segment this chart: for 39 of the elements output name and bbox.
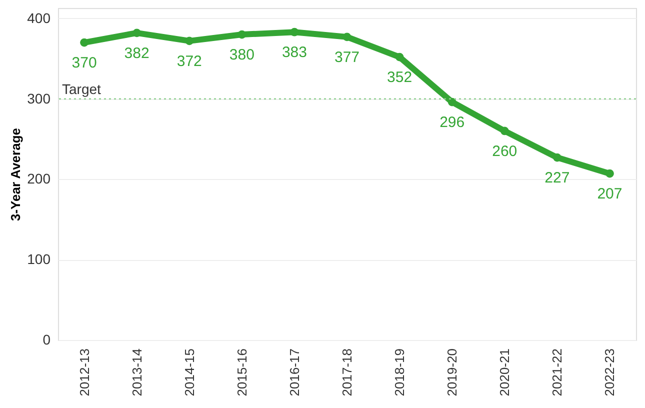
- x-tick-label: 2013-14: [129, 348, 144, 396]
- point: [238, 30, 246, 39]
- data-label: 370: [72, 54, 97, 72]
- x-tick-label: 2012-13: [76, 348, 92, 396]
- data-label: 380: [229, 46, 254, 64]
- y-tick-label: 100: [27, 251, 51, 268]
- x-tick-label: 2021-22: [550, 348, 565, 396]
- data-label: 296: [440, 114, 465, 132]
- x-tick-label: 2014-15: [182, 348, 197, 396]
- x-tick-label: 2022-23: [602, 348, 618, 396]
- data-label: 352: [387, 69, 412, 86]
- x-tick-label: 2019-20: [444, 348, 460, 396]
- point: [500, 126, 509, 136]
- data-label: 207: [597, 186, 622, 203]
- data-label: 383: [282, 44, 307, 62]
- point: [395, 52, 404, 62]
- x-tick-label: 2018-19: [392, 348, 408, 396]
- point: [80, 38, 88, 47]
- y-tick-label: 200: [27, 170, 51, 187]
- data-label: 377: [334, 48, 360, 66]
- data-label: 372: [176, 52, 202, 70]
- x-tick-label: 2020-21: [497, 348, 512, 396]
- y-tick-label: 400: [27, 10, 51, 26]
- data-label: 227: [544, 170, 570, 187]
- point: [132, 28, 141, 38]
- x-tick-label: 2017-18: [340, 348, 354, 396]
- data-label: 382: [124, 44, 150, 62]
- point: [553, 153, 562, 162]
- y-tick-label: 0: [42, 332, 51, 348]
- y-axis-title: 3-Year Average: [8, 128, 24, 221]
- x-tick-label: 2015-16: [234, 348, 250, 396]
- point: [290, 28, 299, 36]
- point: [342, 32, 352, 42]
- ref-line-label: Target: [62, 80, 102, 97]
- x-tick-label: 2016-17: [286, 348, 302, 396]
- point: [606, 169, 614, 178]
- point: [448, 98, 456, 106]
- data-label: 260: [492, 142, 518, 160]
- y-tick-label: 300: [27, 90, 51, 106]
